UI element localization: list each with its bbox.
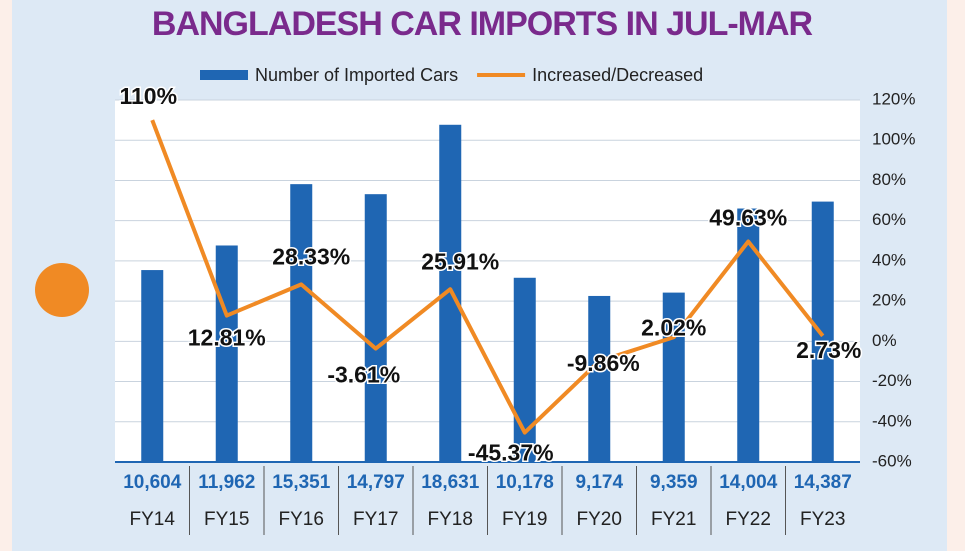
line-value-label: 2.73% [796,337,861,363]
bar-value-label: 11,962 [198,472,255,493]
y2-tick-label: 40% [872,250,906,269]
y2-tick-label: 60% [872,210,906,229]
line-value-label: 110% [119,83,177,109]
legend-label: Increased/Decreased [532,65,703,85]
y2-tick-label: -40% [872,411,912,430]
legend-label: Number of Imported Cars [255,65,458,85]
plot-area [115,100,860,462]
bar-value-label: 18,631 [421,472,480,493]
legend-swatch [200,70,248,80]
bar-value-label: 10,178 [496,472,554,493]
y2-tick-label: 120% [872,89,915,108]
bar-value-label: 14,387 [794,472,852,493]
bar [662,292,685,462]
bar [141,270,164,462]
y2-tick-label: 100% [872,130,915,149]
chart-title: BANGLADESH CAR IMPORTS IN JUL-MAR [152,5,813,43]
bar-value-label: 15,351 [272,472,331,493]
x-tick-label: FY18 [428,509,473,530]
y2-tick-label: -20% [872,371,912,390]
bar-value-label: 14,004 [719,472,778,493]
line-value-label: 12.81% [188,325,266,351]
bar-value-label: 9,359 [650,472,698,493]
line-value-label: -45.37% [468,440,554,466]
bar [290,184,313,462]
bar [513,277,536,462]
line-value-label: -9.86% [567,350,640,376]
bar [811,201,834,462]
bar-value-label: 14,797 [347,472,405,493]
x-tick-label: FY14 [130,509,176,530]
x-tick-label: FY20 [577,509,622,530]
x-tick-label: FY22 [726,509,771,530]
y2-tick-label: -60% [872,451,912,470]
bar-value-label: 9,174 [575,472,623,493]
line-value-label: 49.63% [709,205,787,231]
bar [215,245,238,462]
x-tick-label: FY23 [800,509,845,530]
bar-value-label: 10,604 [123,472,182,493]
line-value-label: 28.33% [272,243,350,269]
x-tick-label: FY16 [279,509,324,530]
bar [364,194,387,462]
y2-tick-label: 0% [872,331,897,350]
x-tick-label: FY19 [502,509,547,530]
line [150,119,825,435]
line-value-label: 2.02% [641,314,706,340]
bar [588,295,611,462]
x-tick-label: FY17 [353,509,398,530]
line-value-label: -3.61% [327,362,400,388]
x-tick-label: FY15 [204,509,249,530]
y2-tick-label: 20% [872,291,906,310]
logo [35,263,89,317]
y2-tick-label: 80% [872,170,906,189]
x-tick-label: FY21 [651,509,696,530]
line-value-label: 25.91% [421,248,499,274]
bar [737,208,760,462]
